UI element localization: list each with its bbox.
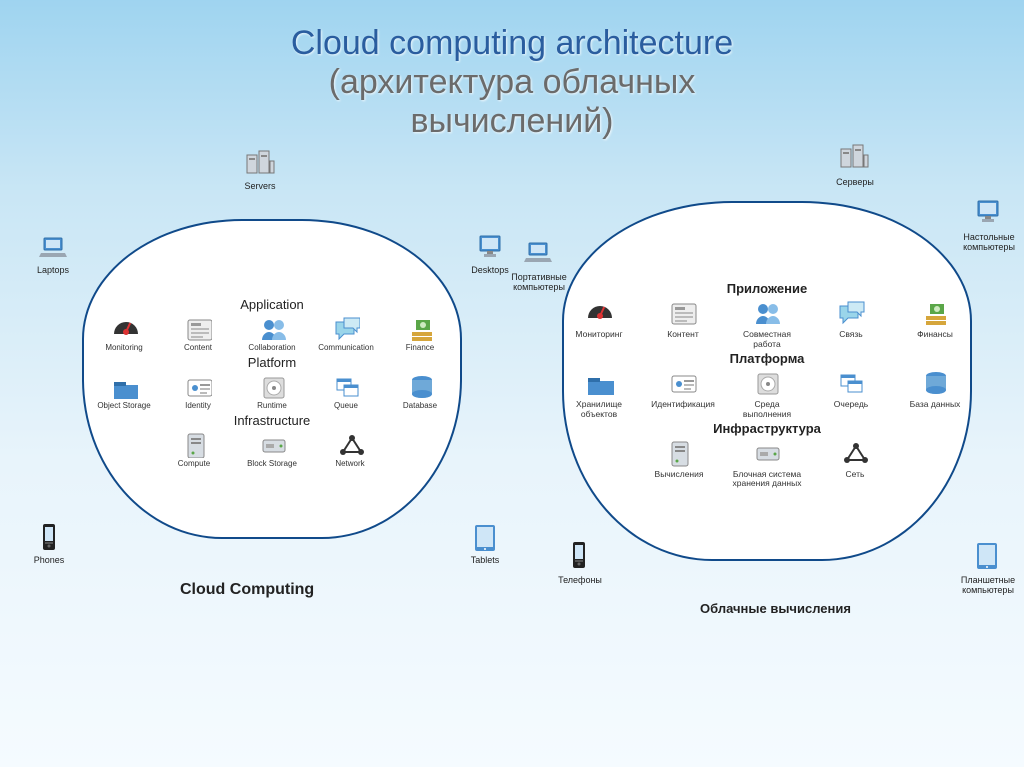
item-collaboration: Collaboration <box>241 314 303 353</box>
gauge-icon <box>584 298 614 328</box>
phone-icon <box>563 539 597 573</box>
windows-icon <box>836 368 866 398</box>
drive-icon <box>258 430 286 458</box>
caption-right: Облачные вычисления <box>700 601 851 616</box>
item-object-storage: Object Storage <box>93 372 155 411</box>
item-block-storage: Block Storage <box>241 430 303 469</box>
right-platform-row: Хранилище объектов Идентификация Среда в… <box>563 368 971 419</box>
left-platform-row: Object Storage Identity Runtime Queue Da… <box>93 372 451 411</box>
tablet-icon <box>971 539 1005 573</box>
item-identity-ru: Идентификация <box>647 368 719 419</box>
money-icon <box>920 298 950 328</box>
item-finance: Finance <box>389 314 451 353</box>
network-icon <box>840 438 870 468</box>
title-line-3: вычислений) <box>0 102 1024 141</box>
newspaper-icon <box>184 314 212 342</box>
item-identity: Identity <box>167 372 229 411</box>
left-infra-title: Infrastructure <box>234 413 311 428</box>
database-icon <box>406 372 434 400</box>
money-icon <box>406 314 434 342</box>
item-communication: Communication <box>315 314 377 353</box>
item-blockstorage-ru: Блочная система хранения данных <box>731 438 803 489</box>
database-icon <box>920 368 950 398</box>
id-card-icon <box>184 372 212 400</box>
device-tablets-en: Tablets <box>450 521 520 566</box>
device-phones-en: Phones <box>14 521 84 566</box>
slide-title: Cloud computing architecture (архитектур… <box>0 0 1024 141</box>
item-runtime-ru: Среда выполнения <box>731 368 803 419</box>
servers-icon <box>838 141 872 175</box>
caption-left: Cloud Computing <box>180 581 314 599</box>
drive-icon <box>752 438 782 468</box>
item-finance-ru: Финансы <box>899 298 971 349</box>
left-app-title: Application <box>240 297 304 312</box>
item-monitoring-ru: Мониторинг <box>563 298 635 349</box>
item-database-ru: База данных <box>899 368 971 419</box>
gauge-icon <box>110 314 138 342</box>
left-platform-title: Platform <box>248 355 296 370</box>
cloud-right: Приложение Мониторинг Контент Совместная… <box>562 201 972 561</box>
device-servers-en: Servers <box>225 147 295 192</box>
diagram-stage: Application Monitoring Content Collabora… <box>0 141 1024 731</box>
item-network-ru: Сеть <box>819 438 891 489</box>
device-laptops-ru: Портативные компьютеры <box>500 236 578 293</box>
item-content: Content <box>167 314 229 353</box>
item-comm-ru: Связь <box>815 298 887 349</box>
item-runtime: Runtime <box>241 372 303 411</box>
desktop-icon <box>972 196 1006 230</box>
device-servers-ru: Серверы <box>820 141 890 188</box>
disc-icon <box>752 368 782 398</box>
newspaper-icon <box>668 298 698 328</box>
tablet-icon <box>469 521 501 553</box>
title-line-1: Cloud computing architecture <box>0 24 1024 63</box>
laptop-icon <box>37 231 69 263</box>
left-infra-row: Compute Block Storage Network <box>163 430 381 469</box>
device-tablets-ru: Планшетные компьютеры <box>948 539 1024 596</box>
people-icon <box>752 298 782 328</box>
device-desktops-ru: Настольные компьютеры <box>950 196 1024 253</box>
folder-icon <box>110 372 138 400</box>
phone-icon <box>33 521 65 553</box>
right-infra-title: Инфраструктура <box>713 421 821 436</box>
server-icon <box>664 438 694 468</box>
right-app-title: Приложение <box>727 281 807 296</box>
item-queue-ru: Очередь <box>815 368 887 419</box>
windows-icon <box>332 372 360 400</box>
left-app-row: Monitoring Content Collaboration Communi… <box>93 314 451 353</box>
server-icon <box>180 430 208 458</box>
right-app-row: Мониторинг Контент Совместная работа Свя… <box>563 298 971 349</box>
item-objstorage-ru: Хранилище объектов <box>563 368 635 419</box>
item-monitoring: Monitoring <box>93 314 155 353</box>
item-collab-ru: Совместная работа <box>731 298 803 349</box>
right-infra-row: Вычисления Блочная система хранения данн… <box>643 438 891 489</box>
title-line-2: (архитектура облачных <box>0 63 1024 102</box>
chat-icon <box>836 298 866 328</box>
chat-icon <box>332 314 360 342</box>
item-compute-ru: Вычисления <box>643 438 715 489</box>
item-content-ru: Контент <box>647 298 719 349</box>
right-platform-title: Платформа <box>730 351 805 366</box>
laptop-icon <box>522 236 556 270</box>
item-queue: Queue <box>315 372 377 411</box>
device-laptops-en: Laptops <box>18 231 88 276</box>
disc-icon <box>258 372 286 400</box>
network-icon <box>336 430 364 458</box>
people-icon <box>258 314 286 342</box>
id-card-icon <box>668 368 698 398</box>
folder-icon <box>584 368 614 398</box>
device-phones-ru: Телефоны <box>545 539 615 586</box>
item-compute: Compute <box>163 430 225 469</box>
servers-icon <box>244 147 276 179</box>
item-network: Network <box>319 430 381 469</box>
item-database: Database <box>389 372 451 411</box>
cloud-left: Application Monitoring Content Collabora… <box>82 219 462 539</box>
